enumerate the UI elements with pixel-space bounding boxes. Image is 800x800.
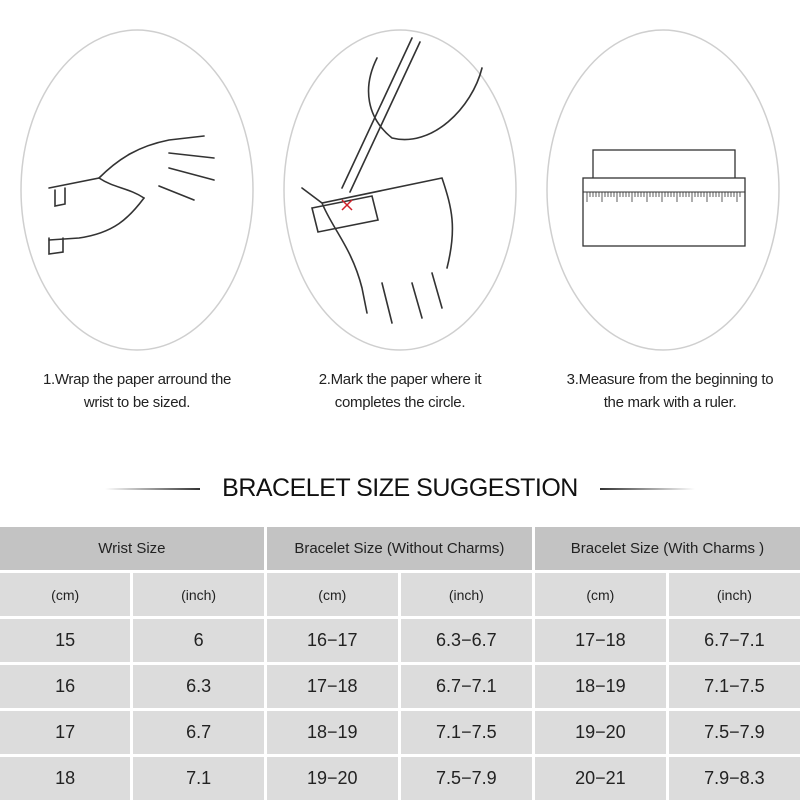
table-cell: 7.1−7.5 [400, 711, 532, 754]
table-cell: 15 [0, 619, 131, 662]
table-row: 17 6.7 18−19 7.1−7.5 19−20 7.5−7.9 [0, 711, 800, 754]
unit-header: (cm) [0, 573, 131, 616]
caption-line: 3.Measure from the beginning to [566, 371, 774, 388]
left-divider-ornament [105, 488, 200, 490]
caption-line: completes the circle. [334, 394, 466, 411]
step-2-caption: 2.Mark the paper where it completes the c… [270, 368, 530, 414]
page-title: BRACELET SIZE SUGGESTION [222, 474, 578, 502]
section-title: BRACELET SIZE SUGGESTION [0, 470, 800, 510]
right-divider-ornament [600, 488, 695, 490]
table-cell: 7.1 [133, 757, 264, 800]
step-3-illustration [545, 28, 781, 352]
table-cell: 6 [133, 619, 264, 662]
step-1-illustration [19, 28, 255, 352]
table-cell: 20−21 [534, 757, 666, 800]
table-cell: 17−18 [266, 665, 398, 708]
group-header-without-charms: Bracelet Size (Without Charms) [266, 527, 532, 570]
table-cell: 19−20 [266, 757, 398, 800]
step-2-illustration [282, 28, 518, 352]
unit-header: (inch) [400, 573, 532, 616]
unit-header: (cm) [534, 573, 666, 616]
table-cell: 7.5−7.9 [400, 757, 532, 800]
table-cell: 17−18 [534, 619, 666, 662]
unit-header: (inch) [668, 573, 800, 616]
hand-wrap-paper-icon [20, 29, 254, 351]
table-cell: 18−19 [534, 665, 666, 708]
table-cell: 17 [0, 711, 131, 754]
table-unit-header: (cm) (inch) (cm) (inch) (cm) (inch) [0, 573, 800, 616]
table-cell: 7.9−8.3 [668, 757, 800, 800]
group-header-wrist: Wrist Size [0, 527, 264, 570]
table-cell: 7.5−7.9 [668, 711, 800, 754]
table-cell: 18−19 [266, 711, 398, 754]
table-cell: 18 [0, 757, 131, 800]
step-3-caption: 3.Measure from the beginning to the mark … [540, 368, 800, 414]
table-cell: 6.3 [133, 665, 264, 708]
step-1-caption: 1.Wrap the paper arround the wrist to be … [7, 368, 267, 414]
caption-line: wrist to be sized. [83, 394, 191, 411]
caption-line: the mark with a ruler. [603, 394, 737, 411]
size-table: Wrist Size Bracelet Size (Without Charms… [0, 524, 800, 800]
hand-mark-paper-icon [283, 29, 517, 351]
table-cell: 16−17 [266, 619, 398, 662]
table-row: 18 7.1 19−20 7.5−7.9 20−21 7.9−8.3 [0, 757, 800, 800]
unit-header: (cm) [266, 573, 398, 616]
table-cell: 19−20 [534, 711, 666, 754]
table-group-header: Wrist Size Bracelet Size (Without Charms… [0, 527, 800, 570]
table-cell: 7.1−7.5 [668, 665, 800, 708]
group-header-with-charms: Bracelet Size (With Charms ) [534, 527, 800, 570]
table-cell: 16 [0, 665, 131, 708]
table-cell: 6.7−7.1 [668, 619, 800, 662]
table-cell: 6.7 [133, 711, 264, 754]
table-row: 15 6 16−17 6.3−6.7 17−18 6.7−7.1 [0, 619, 800, 662]
table-row: 16 6.3 17−18 6.7−7.1 18−19 7.1−7.5 [0, 665, 800, 708]
unit-header: (inch) [133, 573, 264, 616]
table-cell: 6.3−6.7 [400, 619, 532, 662]
caption-line: 2.Mark the paper where it [318, 371, 482, 388]
caption-line: 1.Wrap the paper arround the [42, 371, 232, 388]
ruler-measure-icon [546, 29, 780, 351]
table-cell: 6.7−7.1 [400, 665, 532, 708]
